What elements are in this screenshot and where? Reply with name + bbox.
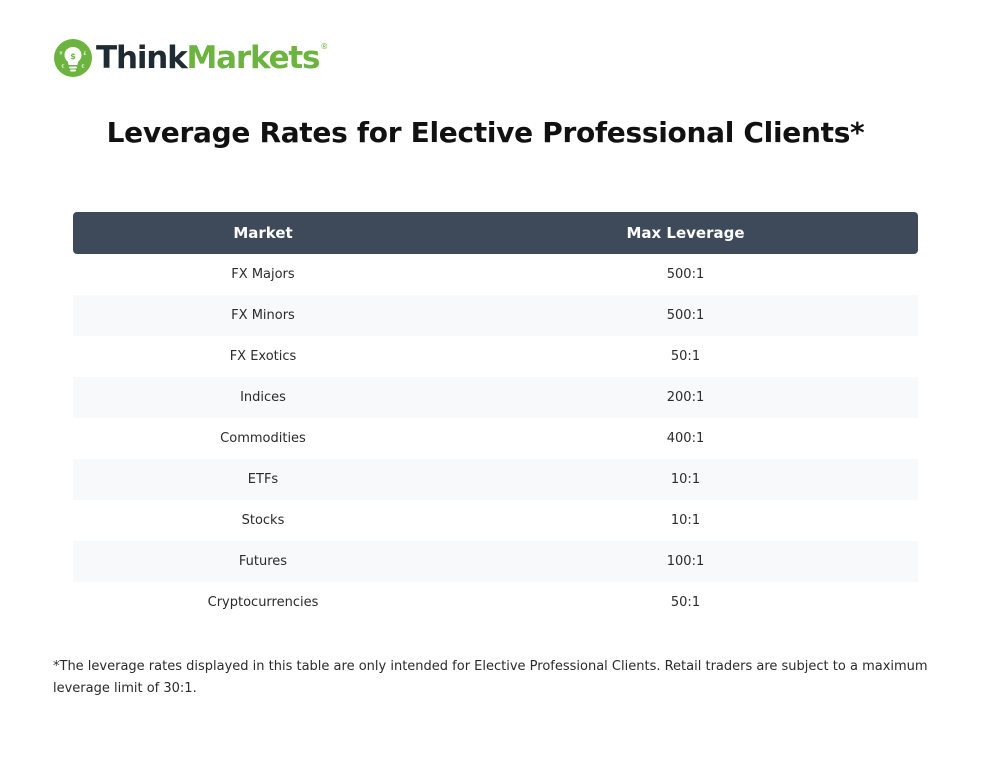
- table-row: Stocks 10:1: [73, 500, 918, 541]
- lightbulb-currency-icon: $ ¥ £ € €: [54, 39, 92, 77]
- leverage-cell: 100:1: [453, 541, 918, 582]
- table-row: Commodities 400:1: [73, 418, 918, 459]
- market-cell: Stocks: [241, 513, 285, 528]
- svg-text:¥: ¥: [59, 51, 62, 57]
- svg-text:£: £: [83, 51, 86, 57]
- column-header-market: Market: [73, 212, 453, 254]
- footnote: *The leverage rates displayed in this ta…: [53, 659, 928, 696]
- svg-text:$: $: [70, 52, 76, 61]
- svg-text:€: €: [81, 64, 84, 70]
- logo-markets-text: Markets: [186, 40, 321, 76]
- leverage-cell: 500:1: [453, 295, 918, 336]
- table-row: ETFs 10:1: [73, 459, 918, 500]
- table-row: Cryptocurrencies 50:1: [73, 582, 918, 623]
- leverage-cell: 400:1: [666, 431, 705, 446]
- table-row: Futures 100:1: [73, 541, 918, 582]
- svg-text:€: €: [61, 64, 64, 70]
- market-cell: FX Exotics: [229, 349, 297, 364]
- table-row: FX Majors 500:1: [73, 254, 918, 295]
- market-cell: FX Majors: [231, 267, 295, 282]
- table-row: Indices 200:1: [73, 377, 918, 418]
- market-cell: ETFs: [73, 459, 453, 500]
- table-row: FX Exotics 50:1: [73, 336, 918, 377]
- registered-mark: ®: [320, 42, 329, 51]
- leverage-cell: 500:1: [666, 267, 705, 282]
- leverage-table: Market Max Leverage FX Majors 500:1 FX M…: [73, 212, 918, 623]
- leverage-cell: 50:1: [670, 595, 701, 610]
- market-cell: Commodities: [220, 431, 306, 446]
- market-cell: Cryptocurrencies: [207, 595, 319, 610]
- logo-wordmark: ThinkMarkets: [96, 38, 321, 78]
- table-header-row: Market Max Leverage: [73, 212, 918, 254]
- table-row: FX Minors 500:1: [73, 295, 918, 336]
- leverage-cell: 50:1: [670, 349, 701, 364]
- page-title: Leverage Rates for Elective Professional…: [106, 116, 865, 149]
- market-cell: Futures: [73, 541, 453, 582]
- leverage-cell: 10:1: [670, 513, 701, 528]
- leverage-cell: 200:1: [453, 377, 918, 418]
- leverage-cell: 10:1: [453, 459, 918, 500]
- market-cell: FX Minors: [73, 295, 453, 336]
- thinkmarkets-logo: $ ¥ £ € € ThinkMarkets ®: [53, 38, 328, 78]
- market-cell: Indices: [73, 377, 453, 418]
- logo-think-text: Think: [96, 40, 188, 76]
- column-header-max-leverage: Max Leverage: [453, 212, 918, 254]
